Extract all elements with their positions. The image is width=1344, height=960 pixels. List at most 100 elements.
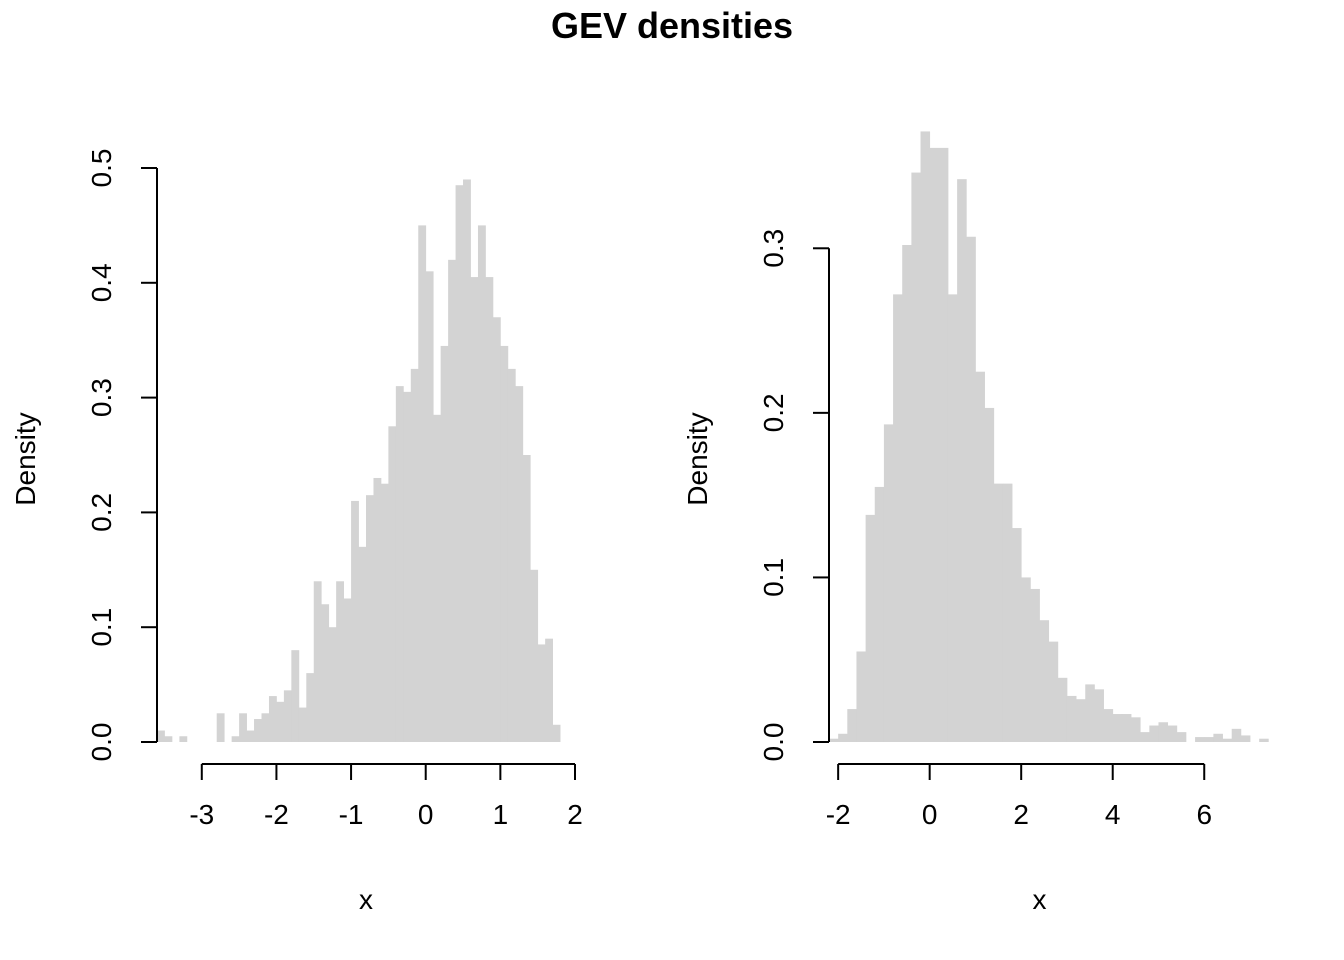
histogram-bar <box>321 604 330 742</box>
histogram-bar <box>388 426 397 742</box>
histogram-bar <box>537 644 546 742</box>
histogram-bar <box>1057 677 1068 742</box>
y-axis-label: Density <box>10 412 41 505</box>
histogram-bar <box>975 371 985 742</box>
y-tick-label: 0.1 <box>758 558 789 597</box>
histogram-bar <box>957 179 967 742</box>
histogram-bar <box>1076 699 1086 742</box>
histogram-bar <box>1021 577 1031 742</box>
histogram-bar <box>1048 641 1059 742</box>
histogram-left: 0.0 0.1 0.2 0.3 0.4 0.5 -3 -2 -1 0 1 2 x Density <box>10 149 583 915</box>
histogram-bar <box>179 736 188 742</box>
histogram-bar <box>1066 695 1077 742</box>
histogram-bar <box>507 368 516 742</box>
histogram-bar <box>298 707 307 742</box>
x-axis-label: x <box>359 884 373 915</box>
y-tick-label: 0.3 <box>758 229 789 268</box>
histogram-bar <box>1195 737 1205 742</box>
histogram-bar <box>477 225 486 742</box>
x-tick-label: 0 <box>922 799 938 830</box>
histogram-bar <box>306 673 315 742</box>
histogram-bar <box>1158 722 1169 742</box>
histogram-bar <box>418 225 427 742</box>
y-tick-label: 0.0 <box>86 723 117 762</box>
histogram-bar <box>500 345 509 742</box>
histogram-bar <box>231 736 240 742</box>
histogram-bar <box>1121 714 1132 742</box>
histogram-bar <box>893 294 903 742</box>
histogram-bar <box>1204 737 1214 742</box>
histogram-bar <box>485 277 494 742</box>
histogram-bar <box>1167 725 1178 742</box>
histogram-bar <box>911 172 921 742</box>
histogram-bar <box>1030 588 1040 742</box>
histogram-bar <box>1176 732 1187 742</box>
histogram-bar <box>157 730 165 742</box>
histogram-bar <box>291 650 300 742</box>
y-tick-label: 0.1 <box>86 608 117 647</box>
histogram-bar <box>874 486 885 742</box>
histogram-bar <box>1231 728 1242 742</box>
y-axis-label: Density <box>682 412 713 505</box>
histogram-bar <box>470 277 479 742</box>
histogram-bar <box>920 131 931 742</box>
x-tick-label: 2 <box>1013 799 1029 830</box>
histogram-bar <box>276 701 285 742</box>
histogram-bar <box>522 455 531 742</box>
histogram-bar <box>455 185 464 743</box>
histogram-bar <box>239 713 247 742</box>
histogram-bar <box>865 514 876 742</box>
histogram-bar <box>463 179 471 743</box>
histogram-bar <box>902 244 912 742</box>
histogram-bar <box>1012 528 1022 742</box>
histogram-bar <box>929 147 940 742</box>
histogram-bar <box>268 696 277 742</box>
x-tick-label: 0 <box>418 799 434 830</box>
x-tick-label: 4 <box>1105 799 1121 830</box>
histogram-bar <box>856 651 867 742</box>
histogram-bar <box>1112 714 1123 742</box>
y-tick-label: 0.2 <box>758 393 789 432</box>
histogram-bar <box>425 271 434 742</box>
histogram-bar <box>515 386 524 742</box>
x-tick-label: 6 <box>1196 799 1212 830</box>
histogram-bar <box>1002 483 1013 742</box>
x-tick-label: 1 <box>493 799 509 830</box>
histogram-bar <box>847 709 857 742</box>
histogram-bar <box>947 294 958 742</box>
histogram-bar <box>552 724 561 742</box>
histogram-bar <box>1094 689 1104 742</box>
histogram-bar <box>164 736 173 742</box>
histogram-bar <box>530 569 539 742</box>
histogram-bar <box>283 690 292 742</box>
y-tick-label: 0.0 <box>758 723 789 762</box>
histogram-bar <box>440 345 449 742</box>
histogram-bar <box>492 317 501 742</box>
histogram-bar <box>403 391 412 742</box>
histogram-bar <box>1259 738 1269 742</box>
figure-title: GEV densities <box>551 5 793 46</box>
histogram-bar <box>938 147 949 742</box>
y-tick-label: 0.2 <box>86 493 117 532</box>
histogram-bar <box>343 598 352 742</box>
y-tick-label: 0.4 <box>86 263 117 302</box>
histogram-bar <box>1222 738 1233 742</box>
histogram-bar <box>254 719 262 742</box>
histogram-bar <box>1140 732 1150 742</box>
histogram-bar <box>993 483 1004 742</box>
histogram-bar <box>336 581 345 742</box>
histogram-bar <box>395 386 404 742</box>
histogram-bar <box>1103 709 1114 742</box>
histogram-bar <box>984 407 995 742</box>
histogram-bar <box>1085 684 1095 742</box>
histogram-bar <box>545 638 554 742</box>
histogram-bar <box>366 495 374 742</box>
histogram-bar <box>380 483 389 742</box>
histogram-bar <box>358 546 367 742</box>
y-tick-label: 0.5 <box>86 149 117 188</box>
histogram-bar <box>1131 717 1141 742</box>
histogram-bar <box>966 236 976 742</box>
histogram-bar <box>246 730 255 742</box>
x-tick-label: -1 <box>339 799 364 830</box>
